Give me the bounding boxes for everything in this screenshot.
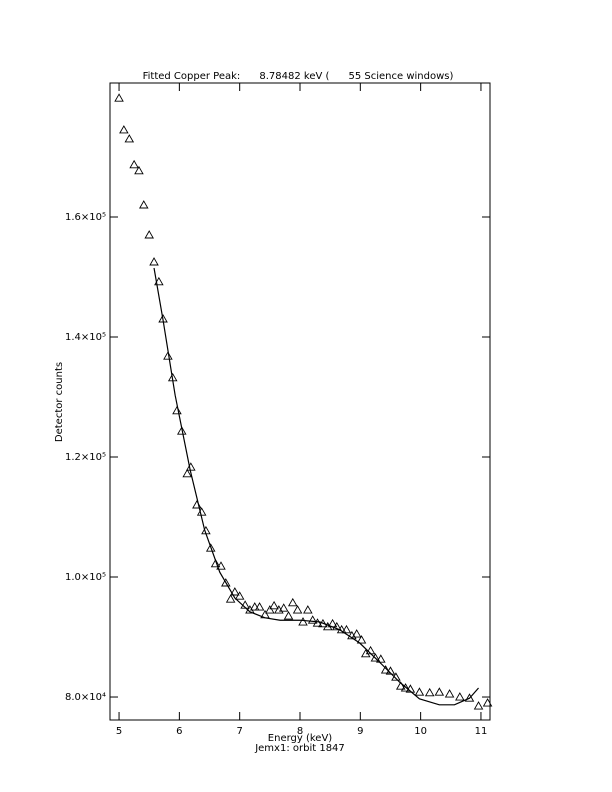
triangle-marker — [341, 624, 352, 634]
triangle-marker — [434, 687, 445, 696]
x-tick-label: 8 — [297, 726, 303, 737]
triangle-marker — [225, 594, 236, 603]
triangle-marker — [249, 602, 260, 611]
y-tick-label: 1.6×10⁵ — [65, 212, 106, 223]
triangle-marker — [370, 653, 381, 662]
triangle-marker — [332, 621, 342, 631]
triangle-marker — [172, 405, 182, 415]
x-tick-label: 5 — [116, 726, 122, 737]
triangle-marker — [114, 93, 124, 102]
y-axis-label: Detector counts — [54, 362, 65, 442]
triangle-marker — [182, 468, 192, 478]
triangle-marker — [318, 618, 328, 628]
triangle-marker — [307, 615, 318, 624]
triangle-marker — [455, 692, 465, 701]
triangle-marker — [292, 605, 303, 614]
triangle-marker — [356, 635, 367, 644]
triangle-marker — [230, 587, 240, 596]
x-tick-label: 10 — [414, 726, 427, 737]
triangle-marker — [177, 426, 187, 435]
triangle-marker — [265, 605, 275, 614]
triangle-marker — [124, 134, 135, 143]
triangle-marker — [376, 654, 386, 663]
triangle-marker — [473, 701, 484, 710]
triangle-marker — [234, 591, 245, 600]
triangle-marker — [283, 611, 294, 620]
subtitle: Jemx1: orbit 1847 — [254, 743, 345, 754]
triangle-marker — [139, 200, 149, 209]
triangle-marker — [278, 603, 289, 612]
fit-line — [153, 267, 479, 706]
triangle-marker — [351, 629, 362, 638]
triangle-marker — [205, 543, 216, 552]
triangle-marker — [269, 600, 279, 610]
triangle-marker — [444, 689, 455, 698]
x-tick-label: 11 — [475, 726, 488, 737]
y-tick-label: 8.0×10⁴ — [65, 692, 106, 703]
triangle-marker — [298, 617, 308, 626]
triangle-marker — [287, 597, 298, 607]
triangle-marker — [134, 165, 144, 175]
x-tick-label: 9 — [357, 726, 363, 737]
triangle-marker — [400, 683, 411, 692]
triangle-marker — [303, 605, 313, 614]
x-tick-label: 6 — [176, 726, 182, 737]
x-tick-label: 7 — [236, 726, 242, 737]
triangle-marker — [464, 693, 475, 702]
triangle-marker — [149, 257, 159, 266]
triangle-marker — [482, 698, 493, 707]
triangle-marker — [312, 618, 323, 627]
triangle-marker — [129, 159, 139, 169]
triangle-marker — [216, 561, 226, 570]
triangle-marker — [414, 687, 425, 696]
triangle-marker — [395, 681, 406, 690]
triangle-marker — [144, 230, 154, 239]
x-axis-label: Energy (keV) — [268, 733, 333, 744]
triangle-marker — [240, 600, 250, 609]
y-tick-label: 1.4×10⁵ — [65, 332, 106, 343]
chart-title: Fitted Copper Peak: 8.78482 keV ( 55 Sci… — [143, 71, 454, 82]
triangle-marker — [254, 602, 265, 611]
triangle-marker — [210, 558, 221, 568]
triangle-marker — [163, 351, 173, 360]
y-tick-label: 1.2×10⁵ — [65, 452, 106, 463]
triangle-marker — [221, 578, 231, 587]
y-tick-label: 1.0×10⁵ — [65, 572, 106, 583]
triangle-marker — [119, 125, 129, 134]
triangle-marker — [424, 687, 435, 697]
triangle-marker — [360, 648, 371, 658]
